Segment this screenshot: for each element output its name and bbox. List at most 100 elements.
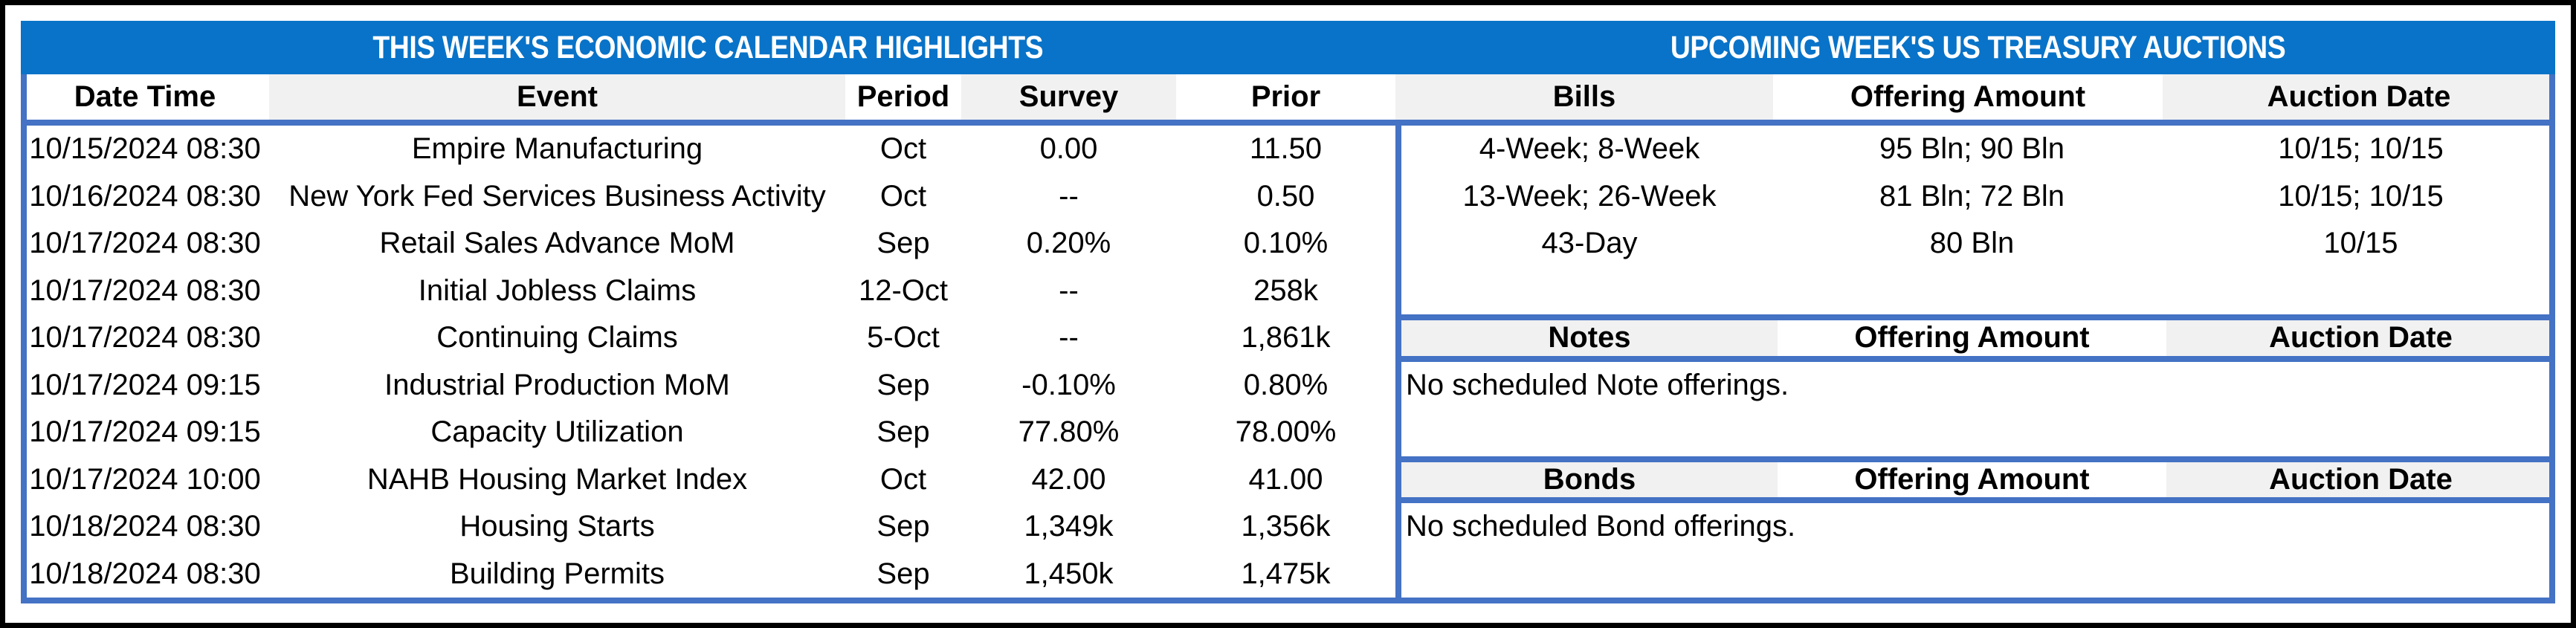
header-period: Period bbox=[845, 74, 961, 120]
date-cell: 10/17/2024 08:30 bbox=[21, 267, 269, 314]
table-left-border bbox=[21, 74, 27, 603]
period-cell: Sep bbox=[845, 409, 961, 456]
event-cell: Continuing Claims bbox=[269, 314, 845, 362]
date-cell: 10/16/2024 08:30 bbox=[21, 172, 269, 220]
column-header-row: Date Time Event Period Survey Prior Bill… bbox=[21, 74, 2555, 120]
bonds-date-column bbox=[2166, 503, 2555, 598]
notes-section: No scheduled Note offerings. bbox=[1401, 361, 2555, 456]
prior-cell: 1,475k bbox=[1176, 550, 1395, 598]
bonds-amount-column bbox=[1778, 503, 2166, 598]
event-cell: New York Fed Services Business Activity bbox=[269, 172, 845, 220]
event-cell: Empire Manufacturing bbox=[269, 126, 845, 173]
date-cell: 10/17/2024 08:30 bbox=[21, 220, 269, 268]
prior-cell: 11.50 bbox=[1176, 126, 1395, 173]
notes-message: No scheduled Note offerings. bbox=[1406, 368, 1789, 401]
period-cell: Oct bbox=[845, 126, 961, 173]
prior-cell: 78.00% bbox=[1176, 409, 1395, 456]
prior-cell: 1,356k bbox=[1176, 503, 1395, 551]
period-cell: Sep bbox=[845, 220, 961, 268]
header-offering-amount: Offering Amount bbox=[1778, 462, 2166, 497]
prior-cell: 0.50 bbox=[1176, 172, 1395, 220]
calendar-title-text: THIS WEEK'S ECONOMIC CALENDAR HIGHLIGHTS bbox=[372, 29, 1044, 65]
calendar-body: 10/15/2024 08:30 Empire Manufacturing Oc… bbox=[21, 126, 1395, 598]
section-divider bbox=[1395, 126, 1401, 603]
survey-cell: 42.00 bbox=[961, 456, 1176, 503]
bills-section: 4-Week; 8-Week 95 Bln; 90 Bln 10/15; 10/… bbox=[1401, 126, 2555, 314]
bill-date-cell: 10/15; 10/15 bbox=[2166, 126, 2555, 173]
period-cell: Sep bbox=[845, 503, 961, 551]
table-bottom-border bbox=[21, 598, 2555, 603]
survey-cell: 77.80% bbox=[961, 409, 1176, 456]
bill-amount-cell: 80 Bln bbox=[1778, 220, 2166, 268]
bill-date-cell: 10/15 bbox=[2166, 220, 2555, 268]
header-event: Event bbox=[269, 74, 845, 120]
bill-type-cell: 4-Week; 8-Week bbox=[1401, 126, 1778, 173]
header-prior: Prior bbox=[1176, 74, 1395, 120]
header-offering-amount: Offering Amount bbox=[1773, 74, 2163, 120]
table-right-border bbox=[2549, 74, 2555, 603]
prior-cell: 0.10% bbox=[1176, 220, 1395, 268]
survey-cell: -- bbox=[961, 267, 1176, 314]
header-auction-date: Auction Date bbox=[2166, 462, 2555, 497]
period-cell: Oct bbox=[845, 172, 961, 220]
auctions-section-title: UPCOMING WEEK'S US TREASURY AUCTIONS bbox=[1401, 21, 2555, 74]
report-table: THIS WEEK'S ECONOMIC CALENDAR HIGHLIGHTS… bbox=[21, 21, 2555, 603]
event-cell: Industrial Production MoM bbox=[269, 361, 845, 409]
survey-cell: 0.00 bbox=[961, 126, 1176, 173]
date-cell: 10/17/2024 09:15 bbox=[21, 409, 269, 456]
date-cell: 10/18/2024 08:30 bbox=[21, 550, 269, 598]
event-cell: Housing Starts bbox=[269, 503, 845, 551]
survey-cell: 1,450k bbox=[961, 550, 1176, 598]
bill-amount-cell: 81 Bln; 72 Bln bbox=[1778, 172, 2166, 220]
survey-cell: -- bbox=[961, 314, 1176, 362]
header-auction-date: Auction Date bbox=[2166, 320, 2555, 356]
header-survey: Survey bbox=[961, 74, 1176, 120]
period-cell: Sep bbox=[845, 361, 961, 409]
survey-cell: -0.10% bbox=[961, 361, 1176, 409]
event-cell: NAHB Housing Market Index bbox=[269, 456, 845, 503]
event-cell: Retail Sales Advance MoM bbox=[269, 220, 845, 268]
survey-cell: 1,349k bbox=[961, 503, 1176, 551]
prior-cell: 0.80% bbox=[1176, 361, 1395, 409]
auctions-title-text: UPCOMING WEEK'S US TREASURY AUCTIONS bbox=[1670, 29, 2286, 65]
bonds-message: No scheduled Bond offerings. bbox=[1406, 510, 1796, 543]
prior-cell: 41.00 bbox=[1176, 456, 1395, 503]
header-date-time: Date Time bbox=[21, 74, 269, 120]
prior-cell: 258k bbox=[1176, 267, 1395, 314]
calendar-section-title: THIS WEEK'S ECONOMIC CALENDAR HIGHLIGHTS bbox=[21, 21, 1395, 74]
date-cell: 10/17/2024 10:00 bbox=[21, 456, 269, 503]
event-cell: Initial Jobless Claims bbox=[269, 267, 845, 314]
survey-cell: -- bbox=[961, 172, 1176, 220]
header-auction-date: Auction Date bbox=[2163, 74, 2555, 120]
empty-cell bbox=[2166, 267, 2555, 314]
header-offering-amount: Offering Amount bbox=[1778, 320, 2166, 356]
period-cell: 12-Oct bbox=[845, 267, 961, 314]
period-cell: Sep bbox=[845, 550, 961, 598]
notes-amount-column bbox=[1778, 361, 2166, 456]
empty-cell bbox=[1401, 267, 1778, 314]
date-cell: 10/15/2024 08:30 bbox=[21, 126, 269, 173]
event-cell: Capacity Utilization bbox=[269, 409, 845, 456]
event-cell: Building Permits bbox=[269, 550, 845, 598]
notes-type-column bbox=[1401, 361, 1778, 456]
bill-amount-cell: 95 Bln; 90 Bln bbox=[1778, 126, 2166, 173]
header-notes: Notes bbox=[1401, 320, 1778, 356]
bill-type-cell: 13-Week; 26-Week bbox=[1401, 172, 1778, 220]
auctions-body: 4-Week; 8-Week 95 Bln; 90 Bln 10/15; 10/… bbox=[1401, 126, 2555, 598]
period-cell: Oct bbox=[845, 456, 961, 503]
header-bonds: Bonds bbox=[1401, 462, 1778, 497]
bill-type-cell: 43-Day bbox=[1401, 220, 1778, 268]
title-bar: THIS WEEK'S ECONOMIC CALENDAR HIGHLIGHTS… bbox=[21, 21, 2555, 74]
bill-date-cell: 10/15; 10/15 bbox=[2166, 172, 2555, 220]
empty-cell bbox=[1778, 267, 2166, 314]
period-cell: 5-Oct bbox=[845, 314, 961, 362]
date-cell: 10/17/2024 09:15 bbox=[21, 361, 269, 409]
notes-header-row: Notes Offering Amount Auction Date bbox=[1401, 314, 2555, 362]
date-cell: 10/17/2024 08:30 bbox=[21, 314, 269, 362]
bonds-header-row: Bonds Offering Amount Auction Date bbox=[1401, 456, 2555, 503]
prior-cell: 1,861k bbox=[1176, 314, 1395, 362]
survey-cell: 0.20% bbox=[961, 220, 1176, 268]
header-bills: Bills bbox=[1395, 74, 1773, 120]
bonds-type-column bbox=[1401, 503, 1778, 598]
